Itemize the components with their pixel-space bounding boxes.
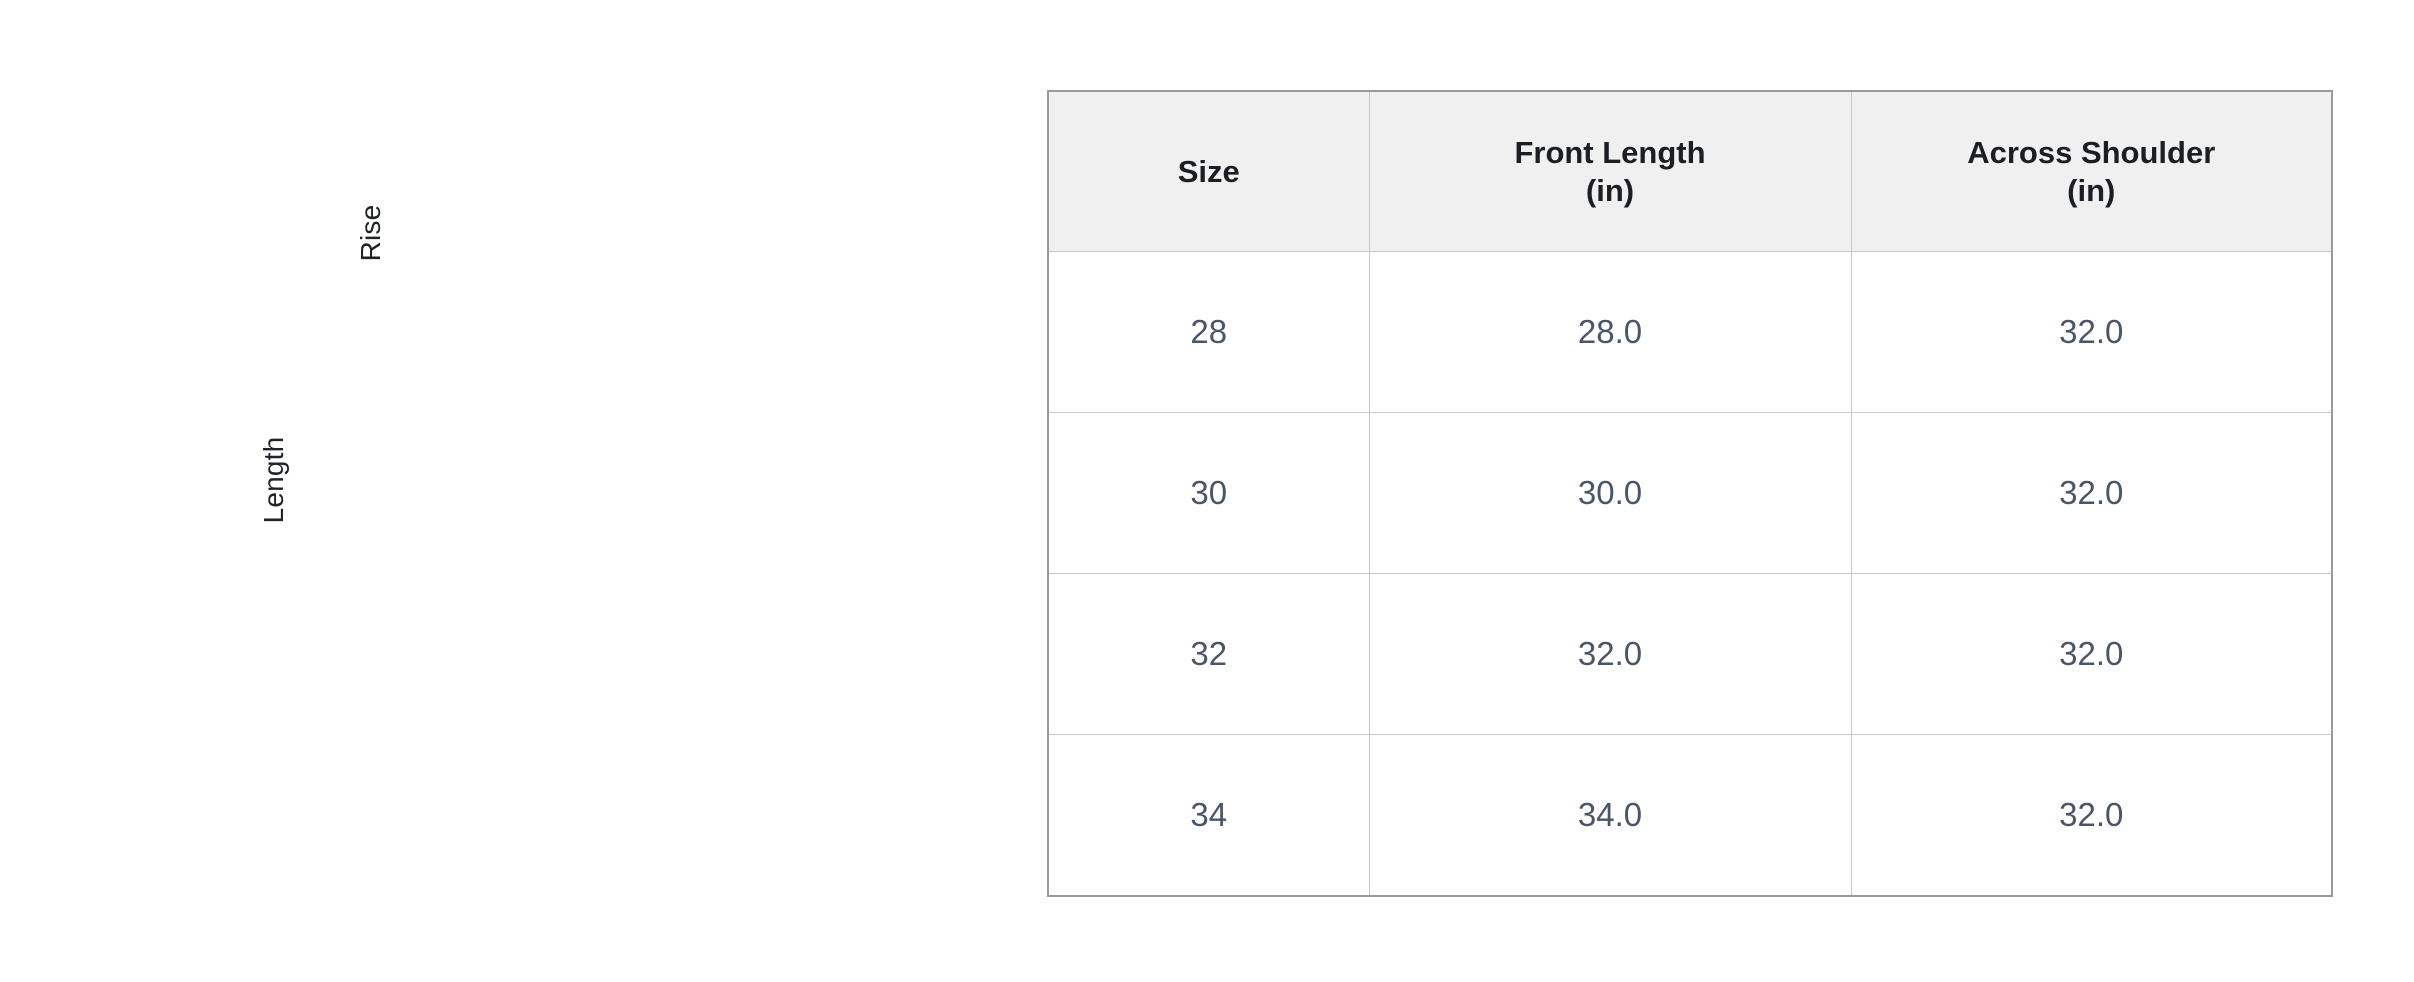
table-header: Size Front Length (in) Across Shoulder (… [1047,90,2333,252]
header-front-length: Front Length (in) [1368,90,1852,252]
cell-front-length: 28.0 [1368,251,1852,413]
table-row: 28 28.0 32.0 [1047,251,2333,413]
table-row: 30 30.0 32.0 [1047,412,2333,574]
table-row: 32 32.0 32.0 [1047,573,2333,735]
cell-across-shoulder: 32.0 [1850,412,2333,574]
cell-size: 34 [1047,734,1370,897]
cell-across-shoulder: 32.0 [1850,251,2333,413]
header-row: Size Front Length (in) Across Shoulder (… [1047,90,2333,252]
header-across-shoulder-unit: (in) [2067,172,2116,208]
cell-size: 32 [1047,573,1370,735]
header-across-shoulder-label: Across Shoulder [1967,134,2216,170]
size-chart-table: Size Front Length (in) Across Shoulder (… [1047,90,2333,897]
garment-diagram: Rise Length [0,0,1000,982]
cell-across-shoulder: 32.0 [1850,573,2333,735]
cell-front-length: 32.0 [1368,573,1852,735]
cell-across-shoulder: 32.0 [1850,734,2333,897]
header-front-length-unit: (in) [1585,172,1635,208]
cell-size: 30 [1047,412,1370,574]
table-row: 34 34.0 32.0 [1047,734,2333,897]
cell-size: 28 [1047,251,1370,413]
cell-front-length: 34.0 [1368,734,1852,897]
cell-front-length: 30.0 [1368,412,1852,574]
header-size-label: Size [1177,153,1240,189]
table-body: 28 28.0 32.0 30 30.0 32.0 32 32.0 32.0 3… [1047,251,2333,897]
header-front-length-label: Front Length [1514,134,1706,170]
length-label: Length [258,436,289,524]
header-size: Size [1047,90,1370,252]
header-across-shoulder: Across Shoulder (in) [1850,90,2333,252]
rise-label: Rise [355,204,386,262]
